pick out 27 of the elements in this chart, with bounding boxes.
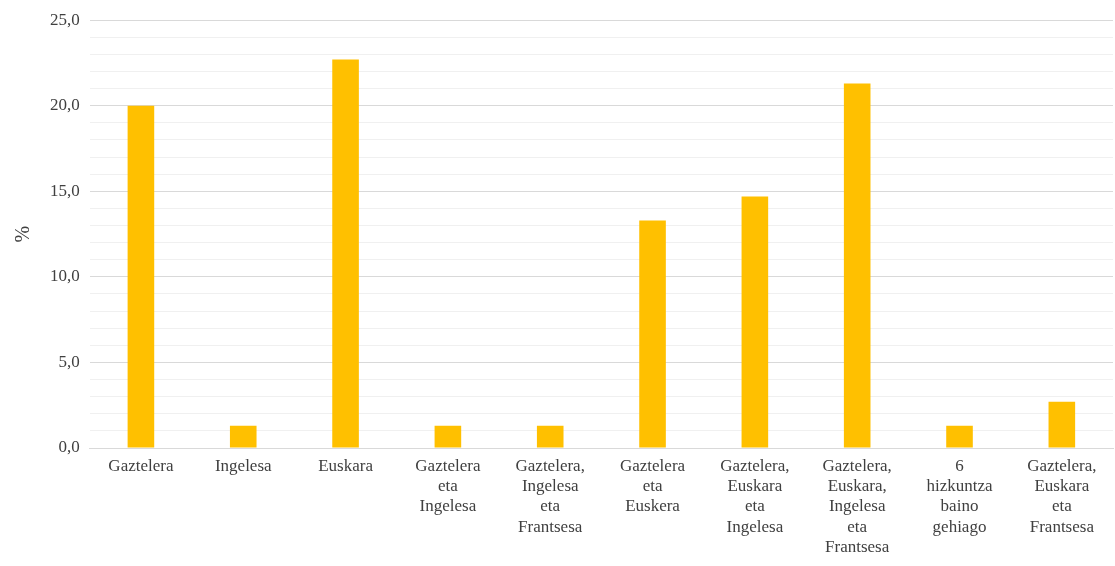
x-tick-label: Gaztelera, Euskara, Ingelesa eta Frantsesa bbox=[822, 455, 892, 557]
x-tick-label: Gaztelera, Euskara eta Frantsesa bbox=[1027, 455, 1097, 536]
y-axis-title: % bbox=[11, 225, 34, 243]
y-tick-label: 15,0 bbox=[50, 180, 80, 200]
bar bbox=[946, 425, 973, 448]
y-tick-label: 0,0 bbox=[58, 437, 80, 457]
x-tick-label: Euskara bbox=[318, 455, 374, 475]
bar bbox=[1048, 401, 1076, 448]
bar bbox=[127, 105, 155, 448]
x-tick-label: Gaztelera eta Ingelesa bbox=[415, 455, 481, 516]
x-tick-label: Gaztelera eta Euskera bbox=[619, 455, 686, 516]
bar bbox=[434, 425, 462, 448]
y-tick-label: 5,0 bbox=[58, 351, 80, 371]
bar bbox=[741, 196, 769, 448]
x-tick-label: Ingelesa bbox=[214, 455, 273, 475]
bar bbox=[229, 425, 257, 448]
y-tick-label: 20,0 bbox=[50, 95, 80, 115]
bar bbox=[639, 220, 666, 448]
x-tick-label: 6 hizkuntza baino gehiago bbox=[926, 455, 993, 536]
x-tick-label: Gaztelera, Euskara eta Ingelesa bbox=[720, 455, 790, 536]
x-tick-label: Gaztelera bbox=[108, 455, 174, 475]
y-tick-label: 10,0 bbox=[50, 266, 80, 286]
y-tick-label: 25,0 bbox=[50, 9, 80, 29]
x-tick-label: Gaztelera, Ingelesa eta Frantsesa bbox=[515, 455, 585, 536]
bar bbox=[536, 425, 564, 448]
bar bbox=[332, 59, 359, 448]
bar bbox=[843, 83, 871, 448]
